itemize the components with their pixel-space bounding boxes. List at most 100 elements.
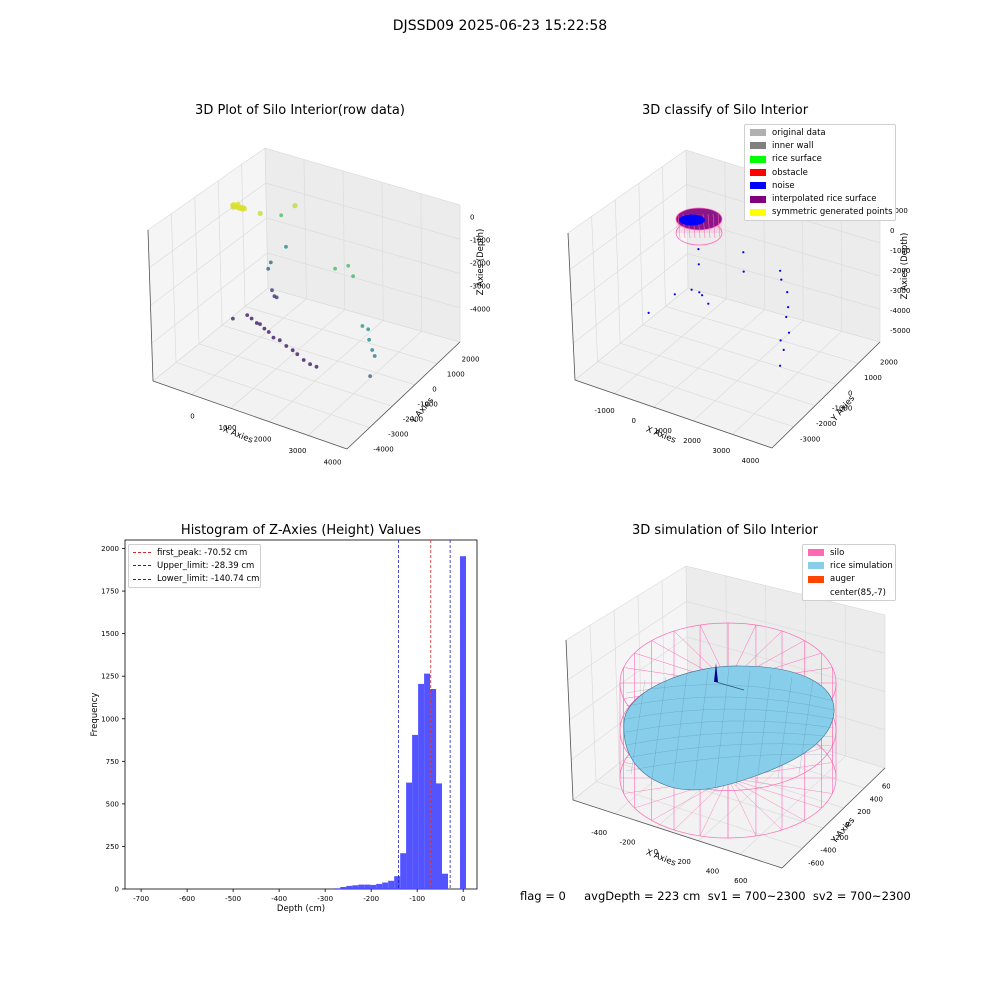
plot3-bar <box>358 884 365 889</box>
plot2-noise-point <box>780 278 783 281</box>
plot4-rice-mesh <box>625 720 835 733</box>
plot2-gridline <box>692 320 804 422</box>
plot2-z-tick-label: 1000 <box>890 207 908 215</box>
plot1-data-point <box>314 364 319 369</box>
plot2-legend-item: noise <box>745 179 895 192</box>
plot3-bar <box>394 876 401 889</box>
plot1-data-point <box>274 295 279 300</box>
plot1-gridline <box>151 252 268 344</box>
plot3-bar <box>346 885 353 889</box>
plot1-gridline <box>244 306 438 364</box>
plot4-z-tick-label: 200 <box>895 648 908 656</box>
plot4-rice-mesh <box>625 743 835 759</box>
plot1-data-point <box>292 203 298 209</box>
plot2-noise-point <box>690 288 693 291</box>
plot4-silo-spoke <box>727 777 833 794</box>
plot2-gridline <box>573 253 688 344</box>
plot2-axis-line <box>574 379 773 449</box>
plot2-x-tick-label: 3000 <box>712 447 730 455</box>
plot4-rice-mesh <box>625 684 835 702</box>
plot2-gridline <box>732 330 842 435</box>
plot1-data-point <box>270 288 274 293</box>
plot4-title: 3D simulation of Silo Interior <box>632 523 818 538</box>
plot2-noise-point <box>786 291 789 294</box>
plot4-gridline <box>567 601 687 681</box>
plot3-bar <box>334 888 341 889</box>
plot1-gridline <box>175 362 370 428</box>
plot4-rice-mesh <box>625 708 835 720</box>
plot1-data-point <box>295 352 300 357</box>
plot2-axis-line <box>567 232 576 381</box>
plot2-title: 3D classify of Silo Interior <box>641 103 809 118</box>
plot1-data-point <box>249 316 254 321</box>
plot1-data-point <box>372 354 377 358</box>
plot3-bar <box>412 734 419 889</box>
plot2-legend-item: inner wall <box>745 139 895 152</box>
plot4-rice-mesh <box>625 754 835 772</box>
plot3-bar <box>400 853 407 889</box>
plot2-z-tick-label: -4000 <box>890 307 910 315</box>
plot4-y-tick-label: -200 <box>833 834 849 842</box>
plot4-silo-spoke <box>727 777 822 809</box>
plot1-x-tick-label: 1000 <box>219 424 237 432</box>
plot1-gridline <box>149 182 266 269</box>
plot2-axis-line <box>771 341 881 449</box>
plot3-legend-line <box>133 578 151 580</box>
plot1-axis-line <box>152 380 348 450</box>
plot2-legend-item: original data <box>745 126 895 139</box>
plot3-y-tick-label: 0 <box>115 886 119 894</box>
plot1-data-point <box>366 327 371 332</box>
plot4-auger-arm <box>715 681 745 691</box>
plot4-y-tick-label: 0 <box>845 821 849 829</box>
plot4-legend-item: auger <box>803 573 895 586</box>
plot4-x-tick-label: -200 <box>620 839 636 847</box>
plot2-legend-label: original data <box>772 127 826 138</box>
plot1-y-tick-label: 0 <box>432 386 436 394</box>
plot3-bar <box>436 783 442 889</box>
plot1-data-point <box>346 263 351 268</box>
plot2-noise-point <box>742 270 745 273</box>
plot1-data-point <box>262 326 267 331</box>
plot4-legend-item: center(85,-7) <box>803 586 895 599</box>
plot1-xlabel: X Axies <box>221 425 254 446</box>
plot2-x-tick-label: 1000 <box>654 427 672 435</box>
plot3-bar <box>352 885 359 889</box>
plot4-rice-mesh <box>777 676 793 779</box>
plot4-z-tick-label: -200 <box>895 687 911 695</box>
plot1-y-tick-label: -1000 <box>418 401 438 409</box>
plot2-noise-point <box>782 348 785 351</box>
plot2-noise-point <box>698 291 701 294</box>
plot4-z-tick-label: -400 <box>895 706 911 714</box>
plot3-bar <box>388 880 395 889</box>
plot2-silo-wire <box>717 213 721 239</box>
plot3-x-tick-label: -100 <box>409 895 425 903</box>
plot2-z-tick-label: 0 <box>890 227 894 235</box>
plot2-gridline <box>569 184 687 271</box>
plot2-legend-swatch <box>750 142 766 150</box>
plot4-rice-mesh <box>672 673 688 783</box>
plot4-gridline <box>686 601 886 654</box>
plot2-gridline <box>642 324 837 385</box>
plot1-x-tick-label: 4000 <box>324 458 342 466</box>
plot1-y-tick-label: -3000 <box>388 431 408 439</box>
plot4-silo-spoke <box>699 777 729 837</box>
plot2-legend-item: symmetric generated points <box>745 206 895 219</box>
plot1-data-point <box>284 244 288 249</box>
plot2-x-tick-label: 0 <box>632 417 636 425</box>
plot2-silo-wire <box>707 213 711 239</box>
plot1-x-tick-label: 0 <box>190 413 194 421</box>
plot1-gridline <box>221 324 415 386</box>
plot4-y-tick-label: 400 <box>870 795 883 803</box>
plot2-y-tick-label: -2000 <box>816 420 836 428</box>
plot2-gridline <box>665 306 859 364</box>
plot4-axis-line <box>565 639 574 801</box>
plot3-xlabel: Depth (cm) <box>277 904 325 914</box>
plot1-data-point <box>284 344 289 348</box>
plot3-x-tick-label: -400 <box>271 895 287 903</box>
plot4-rice-mesh <box>735 670 751 787</box>
plot4-rice-mesh <box>693 670 709 787</box>
plot1-z-tick-label: -1000 <box>470 237 490 245</box>
plot3-legend-item: Upper_limit: -28.39 cm <box>129 559 260 572</box>
plot1-z-tick-label: -2000 <box>470 260 490 268</box>
plot1-data-point <box>351 274 355 279</box>
